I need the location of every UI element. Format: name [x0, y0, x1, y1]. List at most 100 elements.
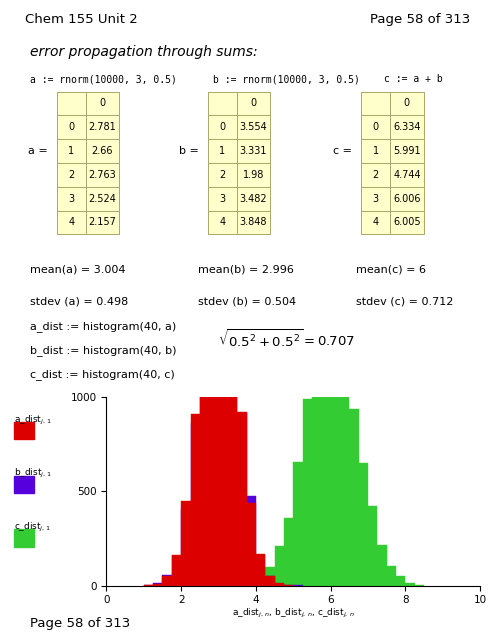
Text: 3.848: 3.848: [240, 218, 267, 227]
Text: 1.98: 1.98: [243, 170, 264, 180]
Bar: [237, 92, 270, 115]
Text: 4: 4: [219, 218, 225, 227]
Bar: [361, 139, 390, 163]
Bar: [390, 115, 424, 139]
Bar: [14, 476, 34, 493]
Text: 2.157: 2.157: [89, 218, 116, 227]
Text: stdev (a) = 0.498: stdev (a) = 0.498: [30, 296, 128, 306]
Bar: [208, 163, 237, 187]
Bar: [181, 501, 191, 586]
Text: mean(b) = 2.996: mean(b) = 2.996: [198, 265, 294, 275]
Text: 5.991: 5.991: [393, 146, 421, 156]
Text: c =: c =: [334, 146, 352, 156]
Bar: [361, 92, 390, 115]
Text: 2.763: 2.763: [89, 170, 116, 180]
Text: a := rnorm(10000, 3, 0.5): a := rnorm(10000, 3, 0.5): [30, 74, 177, 84]
Bar: [57, 92, 86, 115]
Bar: [368, 506, 377, 586]
Bar: [162, 575, 172, 586]
Bar: [172, 556, 181, 586]
Bar: [209, 224, 218, 586]
Text: mean(a) = 3.004: mean(a) = 3.004: [30, 265, 125, 275]
Bar: [387, 566, 396, 586]
Bar: [390, 187, 424, 211]
Text: 4.744: 4.744: [393, 170, 421, 180]
Text: 3: 3: [219, 194, 225, 204]
Bar: [237, 412, 247, 586]
Bar: [359, 463, 368, 586]
Bar: [57, 211, 86, 234]
Text: 1: 1: [219, 146, 225, 156]
Bar: [390, 163, 424, 187]
Bar: [275, 584, 284, 586]
Bar: [361, 115, 390, 139]
Bar: [415, 585, 424, 586]
Text: stdev (b) = 0.504: stdev (b) = 0.504: [198, 296, 296, 306]
Text: 4: 4: [373, 218, 379, 227]
Text: a_dist := histogram(40, a): a_dist := histogram(40, a): [30, 321, 176, 332]
Bar: [208, 139, 237, 163]
Bar: [390, 92, 424, 115]
Bar: [284, 518, 293, 586]
Text: 0: 0: [219, 122, 225, 132]
X-axis label: a_dist$_{j,\,n}$, b_dist$_{j,\,n}$, c_dist$_{j,\,n}$: a_dist$_{j,\,n}$, b_dist$_{j,\,n}$, c_di…: [232, 607, 355, 620]
Bar: [302, 399, 312, 586]
Bar: [340, 360, 349, 586]
Bar: [361, 211, 390, 234]
Text: 3.331: 3.331: [240, 146, 267, 156]
Bar: [181, 509, 191, 586]
Bar: [57, 163, 86, 187]
Bar: [265, 577, 275, 586]
Text: error propagation through sums:: error propagation through sums:: [30, 45, 257, 60]
Bar: [396, 576, 405, 586]
Text: 6.006: 6.006: [393, 194, 421, 204]
Bar: [237, 115, 270, 139]
Text: Page 58 of 313: Page 58 of 313: [30, 618, 130, 630]
Bar: [208, 187, 237, 211]
Bar: [153, 583, 162, 586]
Bar: [57, 187, 86, 211]
Bar: [162, 575, 172, 586]
Bar: [228, 301, 237, 586]
Bar: [377, 545, 387, 586]
Text: 2.781: 2.781: [89, 122, 116, 132]
Text: stdev (c) = 0.712: stdev (c) = 0.712: [356, 296, 454, 306]
Text: c_dist := histogram(40, c): c_dist := histogram(40, c): [30, 369, 174, 380]
Bar: [57, 115, 86, 139]
Bar: [172, 555, 181, 586]
Bar: [57, 139, 86, 163]
Bar: [237, 163, 270, 187]
Bar: [256, 555, 265, 586]
Text: a_dist$_{j,\,1}$: a_dist$_{j,\,1}$: [14, 413, 52, 427]
Bar: [331, 314, 340, 586]
Bar: [237, 139, 270, 163]
Bar: [275, 583, 284, 586]
Bar: [208, 115, 237, 139]
Text: Chem 155 Unit 2: Chem 155 Unit 2: [25, 13, 138, 26]
Bar: [209, 235, 218, 586]
Bar: [361, 187, 390, 211]
Bar: [275, 547, 284, 586]
Bar: [237, 413, 247, 586]
Bar: [390, 139, 424, 163]
Text: 0: 0: [373, 122, 379, 132]
Bar: [247, 502, 256, 586]
Text: 3: 3: [68, 194, 74, 204]
Bar: [228, 308, 237, 586]
Bar: [218, 221, 228, 586]
Bar: [153, 584, 162, 586]
Text: 0: 0: [68, 122, 74, 132]
Bar: [312, 353, 321, 586]
Bar: [86, 92, 119, 115]
Bar: [293, 461, 302, 586]
Bar: [191, 423, 200, 586]
Text: 3: 3: [373, 194, 379, 204]
Bar: [86, 211, 119, 234]
Bar: [247, 496, 256, 586]
Text: 0: 0: [404, 99, 410, 108]
Text: 2: 2: [68, 170, 74, 180]
Bar: [390, 211, 424, 234]
Bar: [405, 582, 415, 586]
Text: $\sqrt{0.5^2 + 0.5^2} = 0.707$: $\sqrt{0.5^2 + 0.5^2} = 0.707$: [218, 328, 355, 349]
Bar: [86, 115, 119, 139]
